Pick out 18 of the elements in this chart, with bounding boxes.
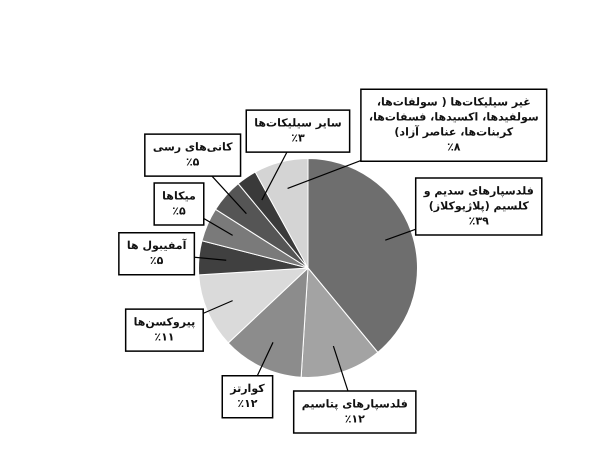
data-label: ٪۵	[172, 204, 186, 218]
data-label: ٪۱۲	[344, 412, 366, 426]
data-label: ٪۵	[186, 155, 200, 168]
slice-label: سایر سیلیکات‌ها	[254, 116, 342, 130]
slice-label: غیر سیلیکات‌ها ( سولفات‌ها، سولفیدها، اکسیدها، فسفات‌ها، کربنات‌ها، عناصر آزاد)	[368, 96, 539, 139]
slice-label: پیروکسن‌ها	[134, 315, 196, 328]
slice-label: کانی‌های رسی	[152, 140, 234, 154]
data-label: ٪۳	[291, 132, 305, 144]
data-label: ٪۵	[150, 254, 164, 268]
slice-label: آمفیبول ها	[126, 238, 187, 252]
data-label: ٪۱۱	[154, 330, 175, 344]
slice-label: فلدسپارهای سدیم و کلسیم (پلاژیوکلاز)	[422, 184, 534, 212]
data-label: ٪۱۲	[237, 397, 258, 410]
slice-label: کوارتز	[229, 382, 266, 396]
data-label: ٪۸	[447, 140, 461, 154]
data-label: ٪۳۹	[468, 214, 490, 228]
slice-label: فلدسپارهای پتاسیم	[302, 397, 408, 410]
slice-label: میکاها	[162, 189, 196, 202]
